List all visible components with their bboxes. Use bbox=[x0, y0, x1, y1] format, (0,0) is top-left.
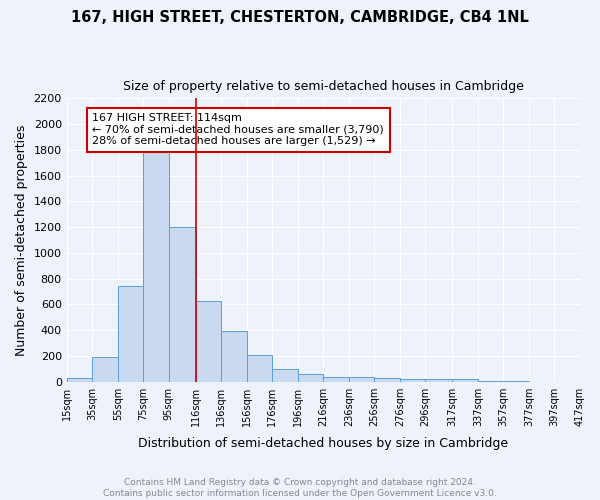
Bar bbox=[323, 376, 349, 382]
X-axis label: Distribution of semi-detached houses by size in Cambridge: Distribution of semi-detached houses by … bbox=[138, 437, 508, 450]
Text: Contains HM Land Registry data © Crown copyright and database right 2024.
Contai: Contains HM Land Registry data © Crown c… bbox=[103, 478, 497, 498]
Bar bbox=[196, 300, 221, 382]
Bar bbox=[247, 356, 272, 382]
Bar bbox=[400, 379, 425, 382]
Bar bbox=[349, 377, 374, 382]
Y-axis label: Number of semi-detached properties: Number of semi-detached properties bbox=[15, 124, 28, 356]
Bar bbox=[272, 369, 298, 382]
Bar bbox=[374, 378, 400, 382]
Bar bbox=[452, 379, 478, 382]
Bar bbox=[143, 148, 169, 382]
Bar bbox=[169, 227, 196, 382]
Bar bbox=[478, 381, 503, 382]
Bar bbox=[425, 379, 452, 382]
Bar bbox=[118, 286, 143, 382]
Bar bbox=[67, 378, 92, 382]
Bar bbox=[221, 332, 247, 382]
Bar bbox=[298, 374, 323, 382]
Bar bbox=[92, 356, 118, 382]
Bar bbox=[503, 381, 529, 382]
Text: 167, HIGH STREET, CHESTERTON, CAMBRIDGE, CB4 1NL: 167, HIGH STREET, CHESTERTON, CAMBRIDGE,… bbox=[71, 10, 529, 25]
Text: 167 HIGH STREET: 114sqm
← 70% of semi-detached houses are smaller (3,790)
28% of: 167 HIGH STREET: 114sqm ← 70% of semi-de… bbox=[92, 113, 384, 146]
Title: Size of property relative to semi-detached houses in Cambridge: Size of property relative to semi-detach… bbox=[123, 80, 524, 93]
